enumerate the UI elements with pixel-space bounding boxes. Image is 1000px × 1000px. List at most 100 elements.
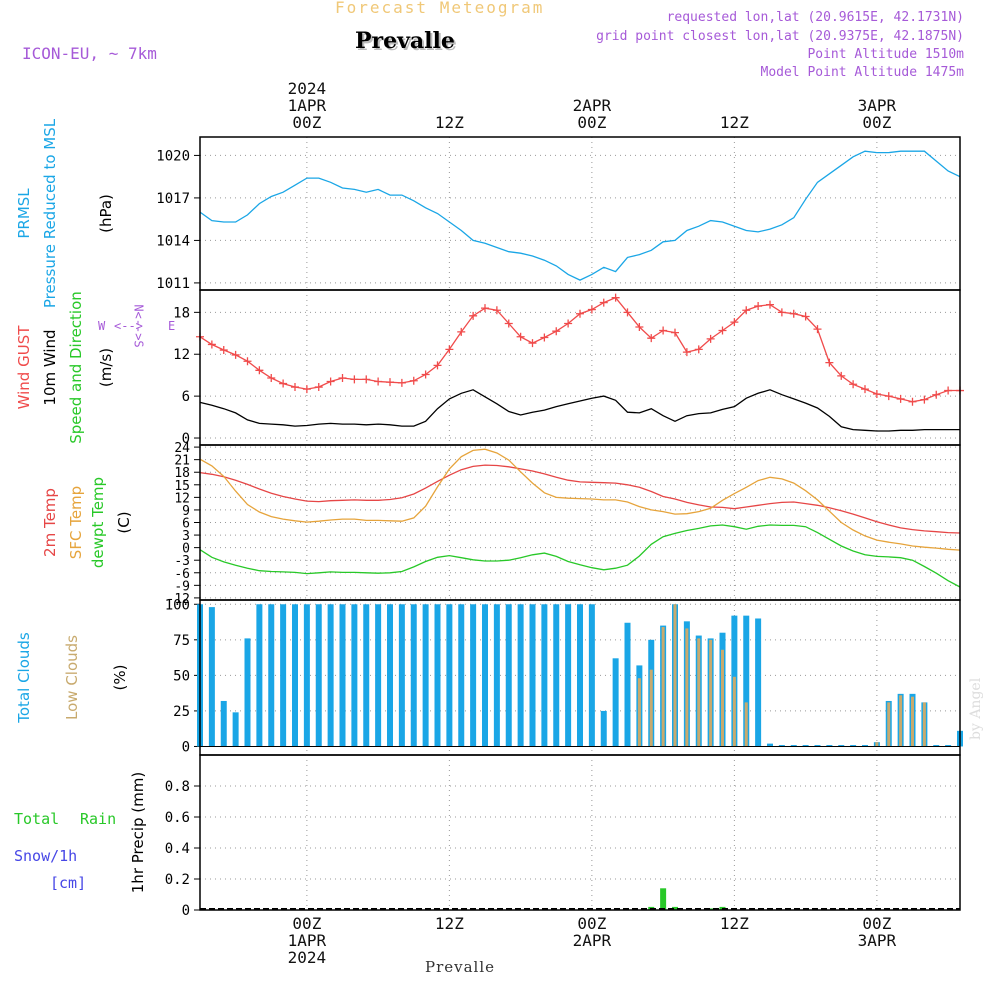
- total-clouds-bar: [363, 604, 370, 747]
- gust-marker: [267, 373, 276, 382]
- low-clouds-bar: [911, 696, 914, 747]
- y-tick-label: 1014: [156, 233, 190, 249]
- gust-marker: [564, 319, 573, 328]
- gust-marker: [255, 366, 264, 375]
- panel-label: PRMSL: [15, 188, 33, 239]
- low-clouds-bar: [697, 638, 701, 747]
- gust-marker: [433, 361, 442, 370]
- y-tick-label: 18: [174, 466, 190, 481]
- panel-label: 2m Temp: [41, 488, 59, 557]
- panel-label: Total Clouds: [15, 632, 33, 724]
- low-clouds-bar: [744, 702, 748, 747]
- gust-marker: [409, 376, 418, 385]
- gust-marker: [932, 390, 941, 399]
- total-clouds-bar: [398, 604, 405, 747]
- gust-marker: [694, 345, 703, 354]
- y-tick-label: 0.2: [165, 872, 190, 888]
- low-clouds-bar: [673, 604, 677, 747]
- gust-marker: [386, 378, 394, 387]
- y-tick-label: 0.8: [165, 779, 190, 795]
- gust-marker: [469, 311, 478, 320]
- total-rain-label-b: Rain: [80, 810, 116, 828]
- gust-marker: [397, 378, 406, 387]
- total-clouds-bar: [814, 745, 821, 747]
- y-tick-label: 100: [165, 597, 190, 613]
- bottom-time-label: 2APR: [573, 931, 612, 950]
- panel-label: (hPa): [97, 194, 115, 233]
- total-clouds-bar: [268, 604, 275, 747]
- gust-marker: [849, 380, 858, 389]
- gust-marker: [659, 326, 668, 335]
- total-clouds-bar: [850, 745, 857, 747]
- gust-marker: [540, 333, 549, 342]
- rain-bar: [707, 908, 714, 910]
- total-clouds-bar: [767, 743, 773, 747]
- compass-w: W: [98, 319, 106, 333]
- gust-marker: [872, 390, 881, 399]
- top-time-label: 2024: [288, 79, 327, 98]
- y-tick-label: 75: [173, 633, 190, 649]
- gust-marker: [326, 377, 335, 386]
- y-tick-label: -6: [174, 567, 190, 582]
- total-clouds-bar: [517, 604, 524, 747]
- total-clouds-bar: [351, 604, 358, 747]
- gust-marker: [647, 334, 656, 343]
- gust-marker: [944, 386, 953, 395]
- gust-marker: [457, 327, 466, 336]
- panel-label: Speed and Direction: [67, 291, 85, 444]
- total-clouds-bar: [470, 604, 477, 747]
- total-clouds-bar: [838, 745, 845, 747]
- total-clouds-bar: [244, 638, 251, 747]
- gust-marker: [445, 345, 454, 354]
- y-tick-label: 18: [173, 305, 190, 321]
- y-tick-label: 0.6: [165, 810, 190, 826]
- y-tick-label: -3: [174, 554, 190, 569]
- total-clouds-bar: [529, 604, 536, 747]
- total-clouds-bar: [541, 604, 548, 747]
- top-time-label: 12Z: [720, 113, 749, 132]
- panel-frame: [199, 754, 961, 911]
- panel-wind: 0 6 12 18 Wind GUST 10m Wind Speed and Directi…: [15, 289, 964, 447]
- y-tick-label: -12: [167, 592, 190, 607]
- gust-marker: [920, 395, 929, 404]
- bottom-time-label: 2024: [288, 948, 327, 967]
- top-time-label: 3APR: [858, 96, 897, 115]
- gust-marker: [279, 379, 288, 388]
- gust-marker: [231, 350, 240, 359]
- compass-e: E: [168, 319, 175, 333]
- low-clouds-bar: [922, 702, 926, 747]
- y-tick-label: 24: [174, 441, 190, 456]
- y-tick-label: 1017: [156, 191, 190, 207]
- total-clouds-bar: [790, 745, 797, 747]
- total-clouds-bar: [327, 604, 334, 747]
- total-clouds-bar: [565, 604, 572, 747]
- panel-label: (m/s): [97, 348, 115, 387]
- total-clouds-bar: [778, 745, 785, 747]
- y-tick-label: 1020: [156, 148, 190, 164]
- y-tick-label: 1011: [156, 276, 190, 292]
- y-tick-label: 21: [174, 454, 190, 469]
- gust-marker: [599, 298, 608, 307]
- y-tick-label: 6: [182, 517, 190, 532]
- snow-unit-label: [cm]: [50, 874, 86, 892]
- panel-label: Wind GUST: [15, 325, 33, 410]
- y-tick-label: 0: [182, 431, 190, 447]
- gust-marker: [682, 348, 691, 357]
- panel-frame: [199, 136, 961, 291]
- gust-marker: [754, 302, 763, 311]
- gust-marker: [813, 325, 822, 334]
- low-clouds-bar: [887, 702, 891, 747]
- bottom-time-label: 00Z: [862, 914, 891, 933]
- gust-marker: [338, 373, 347, 382]
- gust-marker: [801, 312, 810, 321]
- top-time-label: 00Z: [862, 113, 891, 132]
- gust-marker: [623, 308, 632, 317]
- rain-bar: [672, 906, 678, 910]
- dewpt-temp-line: [199, 524, 961, 588]
- y-tick-label: 3: [182, 529, 190, 544]
- compass-horizontal: <-->: [114, 319, 143, 333]
- total-clouds-bar: [493, 604, 500, 747]
- y-tick-label: 25: [173, 704, 190, 720]
- total-clouds-bar: [600, 710, 607, 747]
